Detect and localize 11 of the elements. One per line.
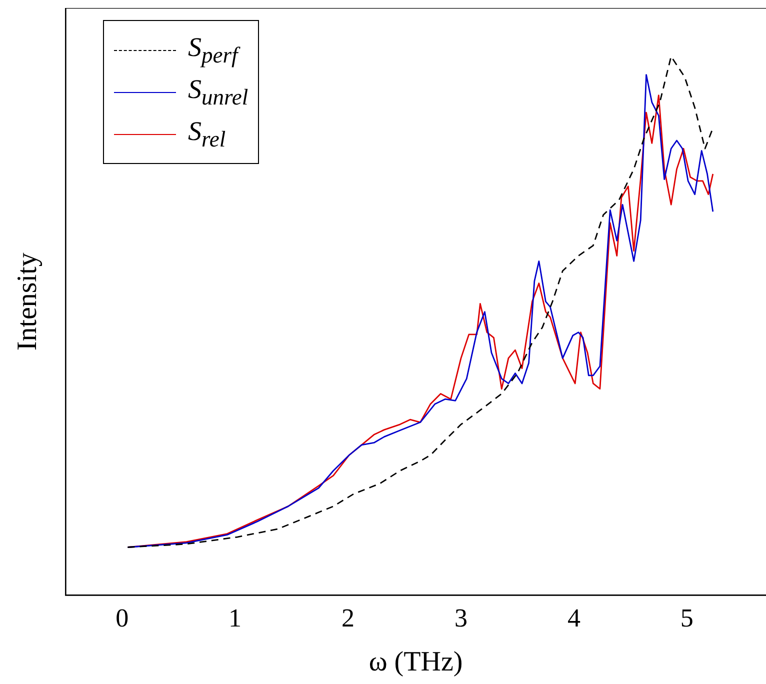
x-tick-label: 2 (342, 604, 355, 633)
x-tick-label: 3 (454, 604, 468, 633)
legend-label: S$_{rel}$ (188, 116, 226, 152)
legend-label: S$_{unrel}$ (188, 74, 248, 110)
x-tick-label: 4 (567, 604, 580, 633)
x-tick-label: 5 (680, 604, 694, 633)
x-axis-title: ω (THz) (368, 646, 463, 678)
legend-label: S$_{perf}$ (188, 32, 238, 68)
y-axis-title: Intensity (12, 252, 44, 351)
x-tick-label: 1 (228, 604, 242, 633)
x-tick-label: 0 (116, 604, 129, 633)
